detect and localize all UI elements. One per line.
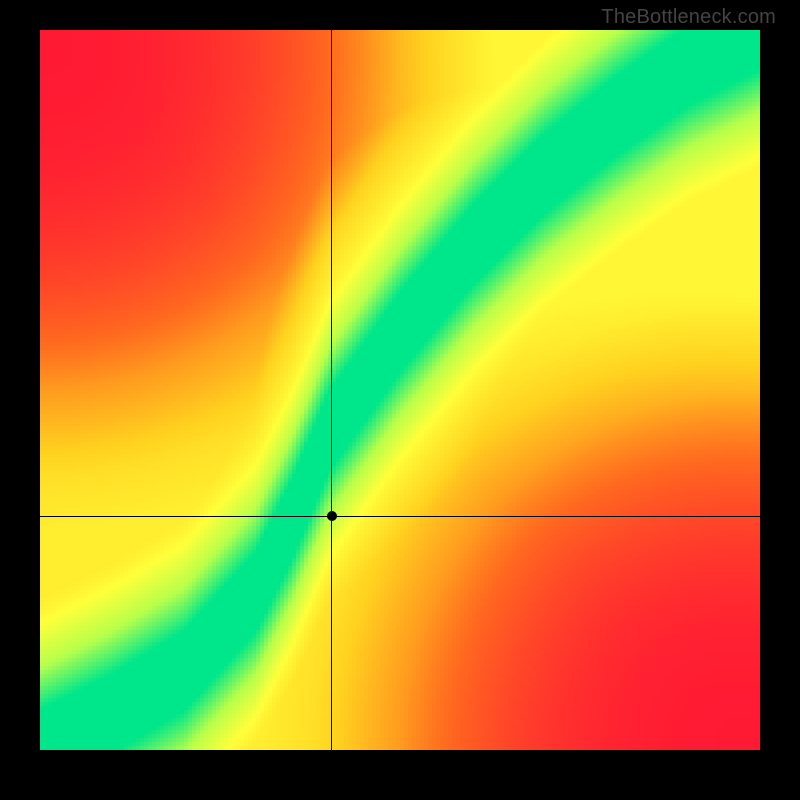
crosshair-marker: [327, 511, 337, 521]
plot-frame: [40, 30, 760, 750]
crosshair-horizontal: [40, 516, 760, 517]
heatmap-canvas-wrap: [40, 30, 760, 750]
crosshair-vertical: [331, 30, 332, 750]
heatmap-canvas: [40, 30, 760, 750]
watermark-text: TheBottleneck.com: [601, 6, 776, 29]
